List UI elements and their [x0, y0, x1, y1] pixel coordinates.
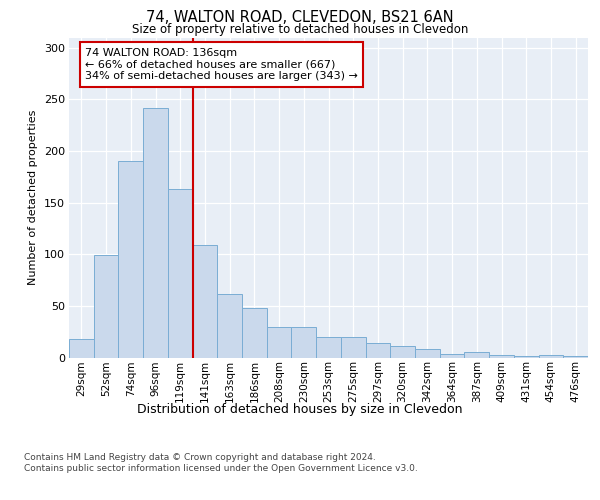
Bar — [118, 162, 143, 358]
Bar — [242, 308, 267, 358]
Y-axis label: Number of detached properties: Number of detached properties — [28, 110, 38, 285]
Bar — [168, 189, 193, 358]
Bar — [440, 354, 464, 358]
Bar — [341, 337, 365, 357]
Bar — [143, 108, 168, 358]
Bar — [292, 326, 316, 358]
Bar — [365, 343, 390, 357]
Bar — [563, 356, 588, 358]
Text: Distribution of detached houses by size in Clevedon: Distribution of detached houses by size … — [137, 402, 463, 415]
Bar — [464, 352, 489, 358]
Bar — [539, 356, 563, 358]
Text: 74, WALTON ROAD, CLEVEDON, BS21 6AN: 74, WALTON ROAD, CLEVEDON, BS21 6AN — [146, 10, 454, 25]
Bar — [94, 256, 118, 358]
Bar — [489, 356, 514, 358]
Bar — [390, 346, 415, 358]
Bar — [193, 245, 217, 358]
Text: Size of property relative to detached houses in Clevedon: Size of property relative to detached ho… — [132, 22, 468, 36]
Bar — [316, 337, 341, 357]
Text: 74 WALTON ROAD: 136sqm
← 66% of detached houses are smaller (667)
34% of semi-de: 74 WALTON ROAD: 136sqm ← 66% of detached… — [85, 48, 358, 81]
Bar — [217, 294, 242, 358]
Text: Contains HM Land Registry data © Crown copyright and database right 2024.: Contains HM Land Registry data © Crown c… — [24, 452, 376, 462]
Bar — [415, 349, 440, 358]
Text: Contains public sector information licensed under the Open Government Licence v3: Contains public sector information licen… — [24, 464, 418, 473]
Bar — [514, 356, 539, 358]
Bar — [69, 339, 94, 357]
Bar — [267, 326, 292, 358]
